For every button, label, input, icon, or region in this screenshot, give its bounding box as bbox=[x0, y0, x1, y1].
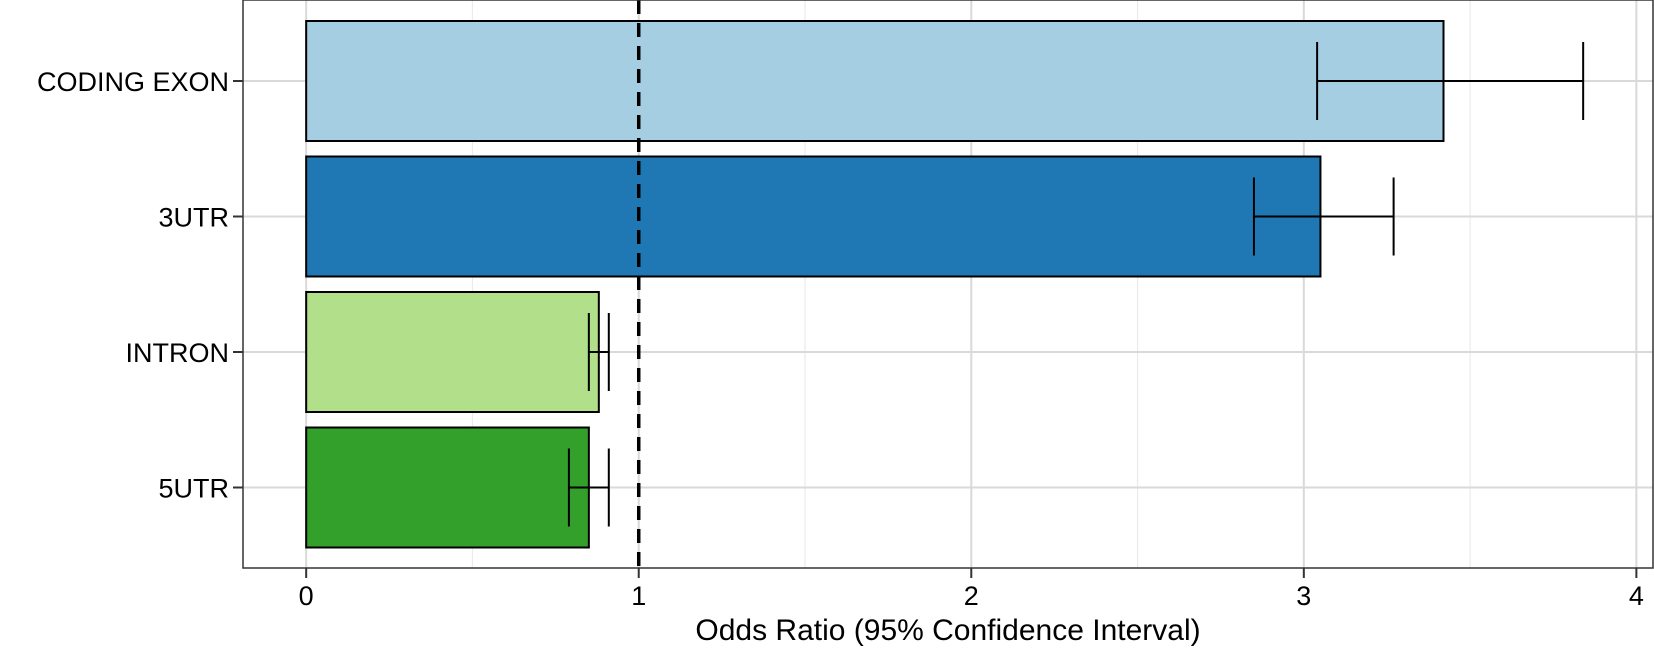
x-tick-label: 0 bbox=[299, 581, 314, 611]
y-tick-label: CODING EXON bbox=[37, 67, 229, 97]
error-bars bbox=[567, 42, 1585, 527]
x-tick-label: 3 bbox=[1296, 581, 1311, 611]
bars bbox=[305, 20, 1445, 549]
bar-5utr bbox=[305, 426, 590, 549]
bar-intron bbox=[305, 291, 600, 413]
x-tick-label: 4 bbox=[1629, 581, 1644, 611]
x-tick-label: 1 bbox=[631, 581, 646, 611]
plot-panel-border bbox=[242, 0, 1654, 569]
bar-3utr bbox=[305, 155, 1322, 278]
y-tick-label: 3UTR bbox=[158, 203, 229, 233]
y-tick-label: INTRON bbox=[126, 338, 230, 368]
x-tick-label: 2 bbox=[964, 581, 979, 611]
x-axis-title: Odds Ratio (95% Confidence Interval) bbox=[695, 614, 1200, 647]
axes: CODING EXON 3UTR INTRON 5UTR 0 1 2 3 4 bbox=[37, 67, 1644, 611]
bar-coding-exon bbox=[305, 20, 1445, 142]
y-tick-label: 5UTR bbox=[158, 474, 229, 504]
